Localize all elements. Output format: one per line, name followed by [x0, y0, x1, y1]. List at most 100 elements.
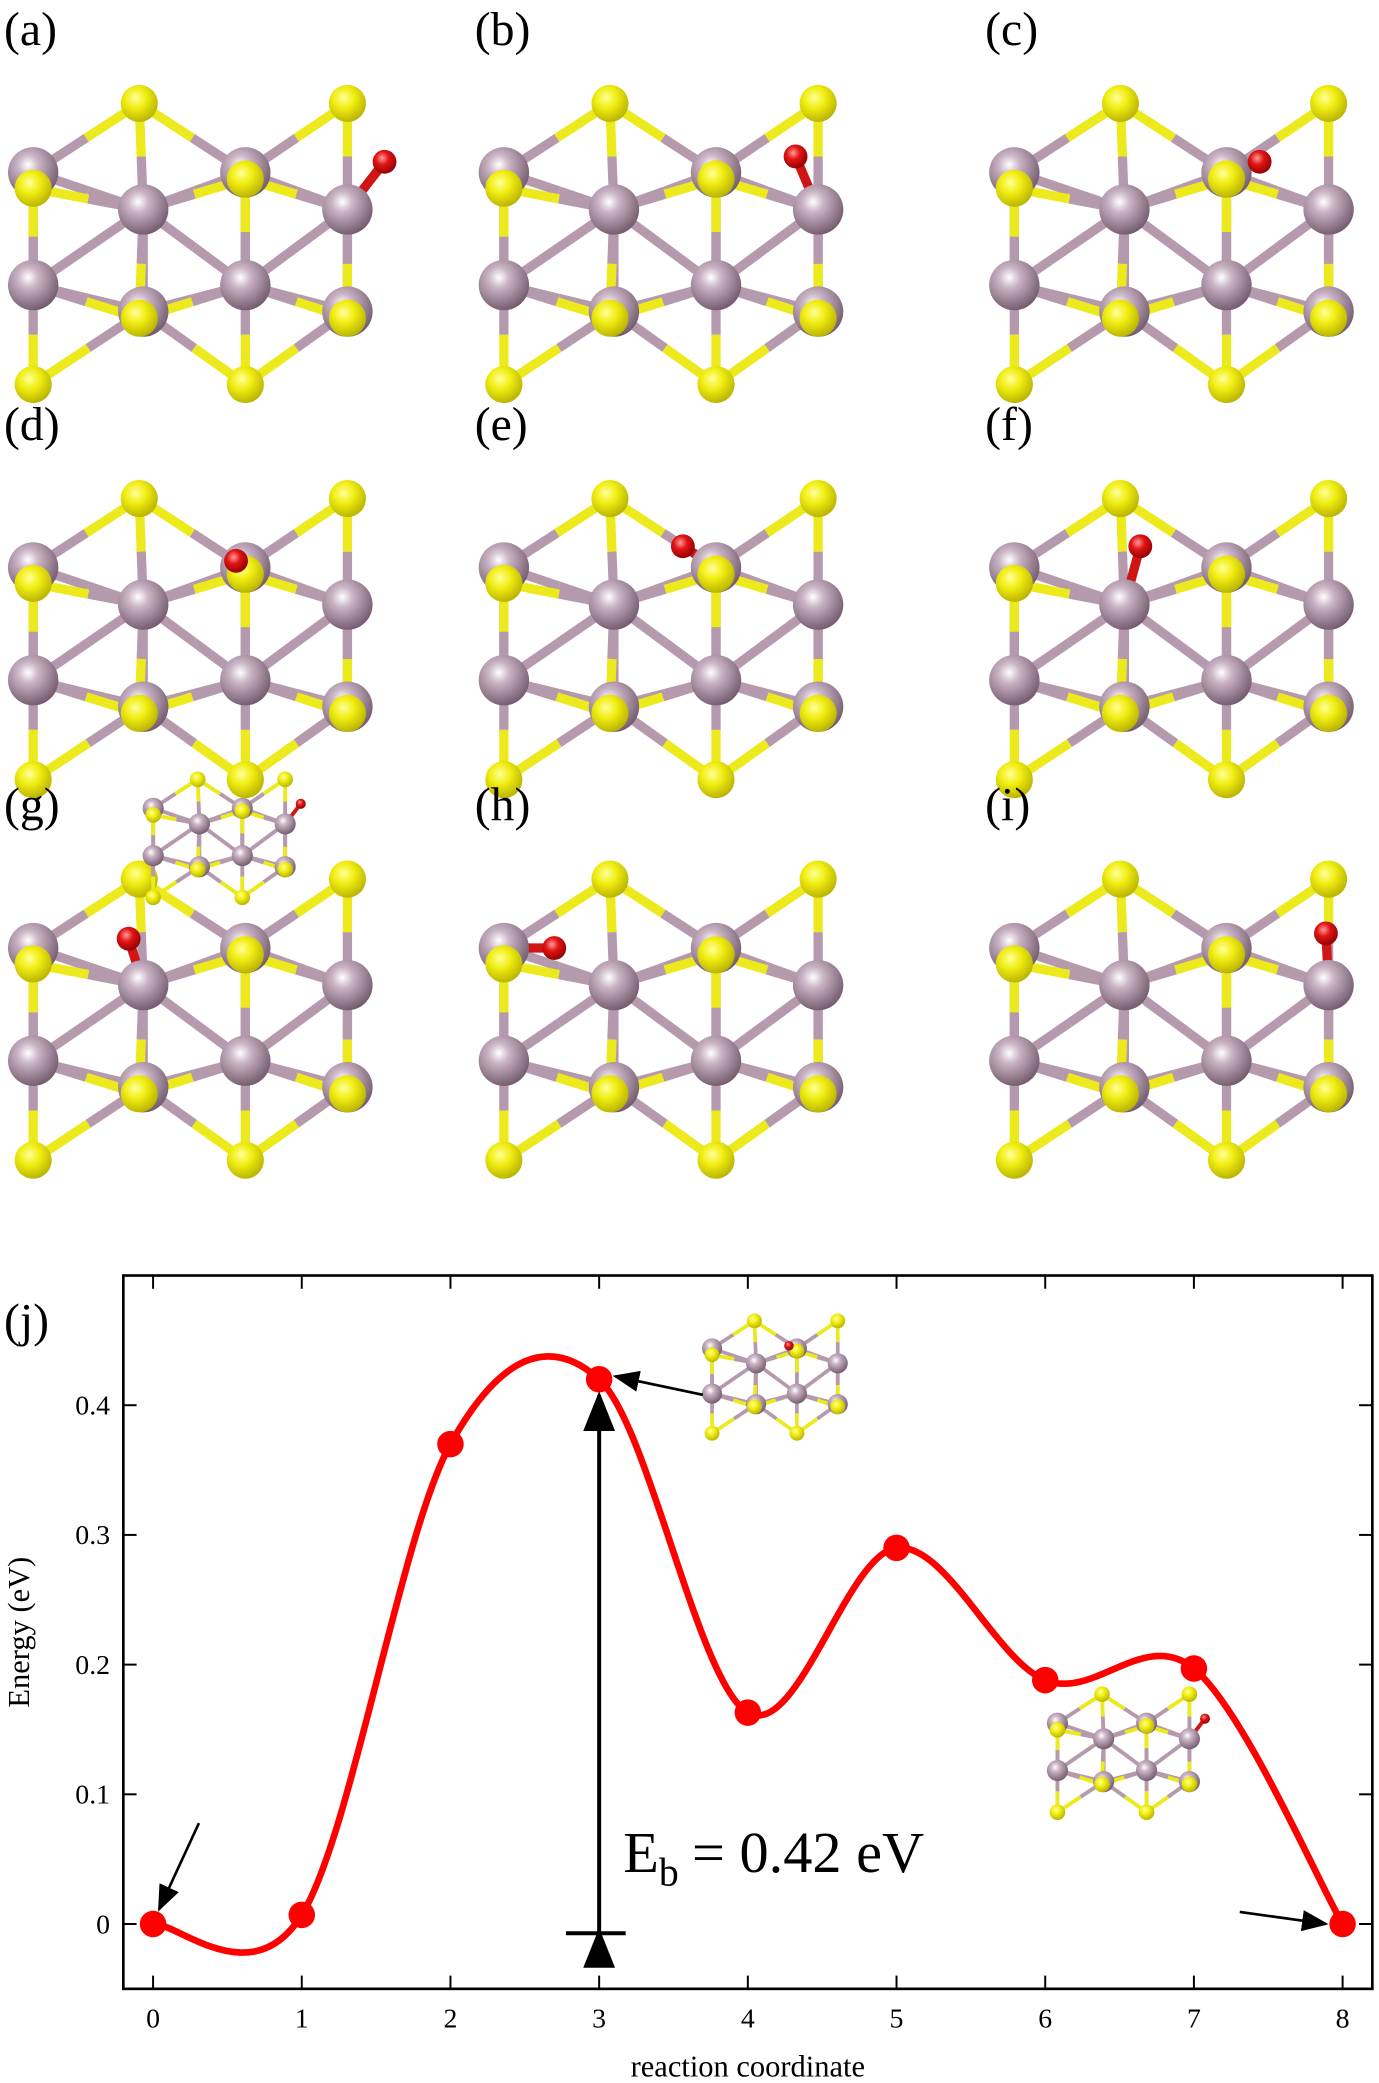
metal-atom [118, 959, 169, 1011]
structure [478, 84, 844, 404]
structure [142, 771, 306, 906]
metal-atom [1093, 1728, 1115, 1750]
structure [989, 860, 1354, 1179]
sulfur-atom [1310, 694, 1348, 732]
sulfur-atom [1181, 1776, 1198, 1793]
sulfur-atom [995, 169, 1033, 207]
metal-atom [690, 1035, 742, 1086]
sulfur-atom [1101, 299, 1139, 337]
data-point [1329, 1910, 1356, 1938]
sulfur-atom [591, 860, 629, 898]
oxygen-atom [372, 149, 397, 174]
sulfur-atom [485, 365, 523, 404]
sulfur-atom [485, 945, 523, 983]
barrier-value: = 0.42 eV [692, 1820, 924, 1885]
metal-atom [142, 845, 164, 867]
sulfur-atom [747, 1313, 762, 1329]
sulfur-atom [226, 365, 264, 404]
metal-atom [220, 1035, 271, 1086]
sulfur-atom [328, 694, 366, 732]
sulfur-atom [1101, 694, 1139, 732]
sulfur-atom [120, 860, 158, 898]
sulfur-atom [145, 807, 161, 823]
sulfur-atom [14, 1141, 52, 1179]
sulfur-atom [591, 84, 629, 122]
sulfur-atom [697, 761, 735, 799]
sulfur-atom [830, 1313, 846, 1329]
y-tick-label: 0.3 [75, 1520, 110, 1551]
sulfur-atom [485, 761, 523, 799]
sulfur-atom [697, 160, 735, 198]
sulfur-atom [145, 889, 161, 906]
structure [7, 860, 373, 1179]
metal-atom [220, 259, 271, 311]
oxygen-atom [1200, 1713, 1211, 1724]
inset-arrow [612, 1370, 704, 1397]
sulfur-atom [1094, 1686, 1110, 1702]
metal-atom [7, 654, 59, 706]
data-point [139, 1910, 167, 1938]
metal-atom [322, 959, 373, 1011]
sulfur-atom [1207, 1141, 1246, 1179]
sulfur-atom [1101, 860, 1139, 898]
metal-atom [1303, 579, 1354, 630]
barrier-label: Eb = 0.42 eV [623, 1820, 924, 1894]
sulfur-atom [704, 1425, 720, 1441]
structure [7, 479, 373, 799]
data-point [288, 1901, 316, 1929]
panel-label: (d) [4, 398, 60, 451]
sulfur-atom [1207, 936, 1246, 974]
sulfur-atom [277, 771, 293, 788]
sulfur-atom [328, 860, 366, 898]
data-point [883, 1534, 910, 1562]
oxygen-atom [295, 798, 306, 809]
metal-atom [1201, 1035, 1252, 1086]
sulfur-atom [1207, 160, 1246, 198]
sulfur-atom [591, 479, 629, 518]
x-tick-label: 4 [741, 2003, 755, 2034]
data-point [585, 1366, 613, 1393]
panel-label: (e) [475, 398, 528, 451]
metal-atom [690, 259, 742, 311]
metal-atom [1099, 184, 1150, 235]
metal-atom [188, 813, 210, 835]
sulfur-atom [995, 1141, 1033, 1179]
metal-atom [7, 1035, 59, 1086]
sulfur-atom [1049, 1722, 1066, 1738]
metal-atom [792, 184, 844, 235]
structure [1046, 1686, 1211, 1821]
metal-atom [989, 259, 1040, 311]
metal-atom [322, 184, 373, 235]
panel-label: (a) [4, 3, 57, 56]
sulfur-atom [328, 479, 366, 518]
metal-atom [792, 959, 844, 1011]
sulfur-atom [1207, 555, 1246, 593]
oxygen-atom [1247, 149, 1272, 174]
metal-atom [588, 184, 640, 235]
sulfur-atom [995, 564, 1033, 602]
sulfur-atom [1310, 299, 1348, 337]
sulfur-atom [234, 889, 251, 906]
metal-atom [786, 1383, 807, 1404]
metal-atom [322, 579, 373, 630]
oxygen-atom [1128, 534, 1153, 559]
sulfur-atom [1207, 365, 1246, 404]
metal-atom [588, 579, 640, 630]
panel-label: (c) [985, 3, 1038, 56]
sulfur-atom [799, 299, 837, 337]
sulfur-atom [1101, 479, 1139, 518]
sulfur-atom [697, 365, 735, 404]
oxygen-atom [784, 1341, 794, 1351]
x-tick-label: 3 [592, 2003, 606, 2034]
sulfur-atom [789, 1425, 805, 1441]
sulfur-atom [1138, 1804, 1155, 1821]
sulfur-atom [14, 761, 52, 799]
sulfur-atom [1101, 84, 1139, 122]
sulfur-atom [1310, 860, 1348, 898]
structure [478, 860, 844, 1179]
sulfur-atom [995, 365, 1033, 404]
sulfur-atom [697, 936, 735, 974]
metal-atom [1201, 259, 1252, 311]
oxygen-atom [670, 534, 695, 559]
